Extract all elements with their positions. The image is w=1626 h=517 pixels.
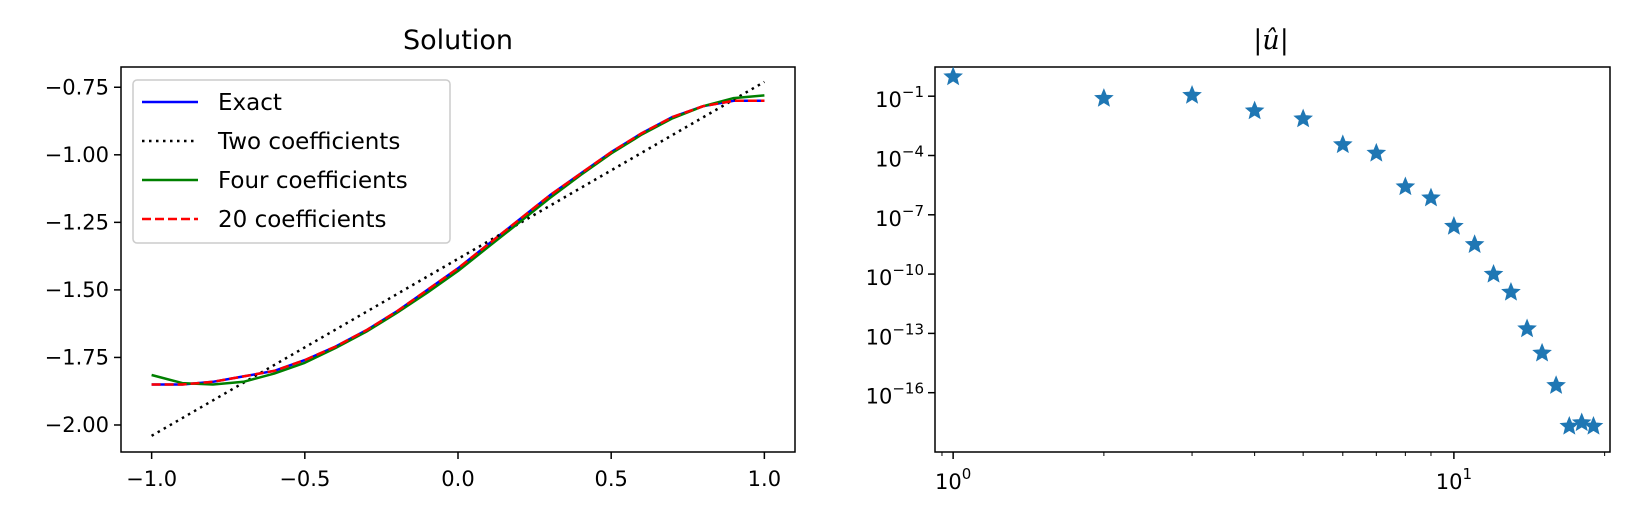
y-tick-label: −1.50 — [45, 278, 109, 302]
coefficient-marker — [1583, 415, 1604, 435]
solution-chart-title: Solution — [403, 25, 513, 56]
y-tick-label: −0.75 — [45, 75, 109, 99]
x-tick-label: 1.0 — [748, 467, 781, 491]
coefficient-marker — [1517, 318, 1537, 338]
solution-series — [150, 80, 766, 437]
series-20-coefficients — [151, 99, 765, 386]
y-tick-label: −1.75 — [45, 345, 109, 369]
legend-label-four-coefficients: Four coefficients — [218, 168, 408, 194]
coefficient-markers — [943, 66, 1604, 435]
y-tick-label: 10−7 — [875, 202, 924, 231]
y-tick-label: 10−10 — [866, 261, 924, 290]
coefficient-marker — [1182, 85, 1202, 104]
coefficient-marker — [943, 66, 963, 86]
coefficient-chart-title: |û| — [1253, 25, 1289, 56]
coefficient-y-axis: 10−1 10−4 10−7 10−10 10−13 10−16 — [866, 83, 935, 409]
legend: Exact Two coefficients Four coefficients… — [132, 79, 451, 244]
y-tick-label: 10−13 — [866, 320, 924, 349]
coefficient-marker — [1094, 88, 1114, 107]
series-two-coefficients — [150, 80, 766, 437]
coefficient-marker — [1464, 234, 1485, 253]
x-tick-label: 0.5 — [594, 467, 627, 491]
x-tick-label: −1.0 — [126, 467, 177, 491]
coefficient-marker — [1421, 187, 1441, 207]
coefficient-marker — [1366, 142, 1387, 162]
y-tick-label: −1.25 — [45, 210, 109, 234]
legend-label-20-coefficients: 20 coefficients — [218, 207, 386, 233]
coefficient-marker — [1501, 281, 1521, 301]
x-tick-label: −0.5 — [279, 467, 330, 491]
x-tick-label: 101 — [1436, 465, 1472, 494]
coefficient-marker — [1546, 375, 1566, 394]
coefficient-chart: |û| 100 101 10−1 10−4 10−7 10−10 10−13 10−16 — [866, 25, 1611, 494]
y-tick-label: −2.00 — [45, 413, 109, 437]
coefficient-marker — [1559, 415, 1580, 435]
y-tick-label: 10−16 — [866, 380, 924, 409]
coefficient-marker — [1244, 100, 1265, 120]
x-tick-label: 0.0 — [441, 467, 474, 491]
coefficient-marker — [1293, 108, 1313, 128]
legend-box — [132, 79, 451, 244]
coefficient-marker — [1532, 342, 1552, 362]
coefficient-marker — [1483, 263, 1504, 283]
legend-label-two-coefficients: Two coefficients — [217, 129, 400, 155]
coefficient-marker — [1571, 412, 1592, 432]
y-tick-label: 10−1 — [875, 83, 924, 112]
solution-chart: Solution −1.0 −0.5 0.0 0.5 1.0 −0.75 −1.00 −1.… — [45, 25, 796, 491]
y-tick-label: −1.00 — [45, 143, 109, 167]
coefficient-marker — [1332, 134, 1353, 154]
y-tick-label: 10−4 — [875, 142, 924, 171]
coefficient-marker — [1395, 176, 1416, 196]
solution-x-axis: −1.0 −0.5 0.0 0.5 1.0 — [126, 452, 781, 491]
legend-label-exact: Exact — [218, 90, 282, 116]
solution-y-axis: −0.75 −1.00 −1.25 −1.50 −1.75 −2.00 — [45, 75, 121, 437]
coefficient-marker — [1444, 216, 1464, 235]
coefficient-x-axis: 100 101 — [935, 452, 1606, 494]
coefficient-plot-frame — [934, 66, 1611, 453]
x-tick-label: 100 — [935, 465, 971, 494]
